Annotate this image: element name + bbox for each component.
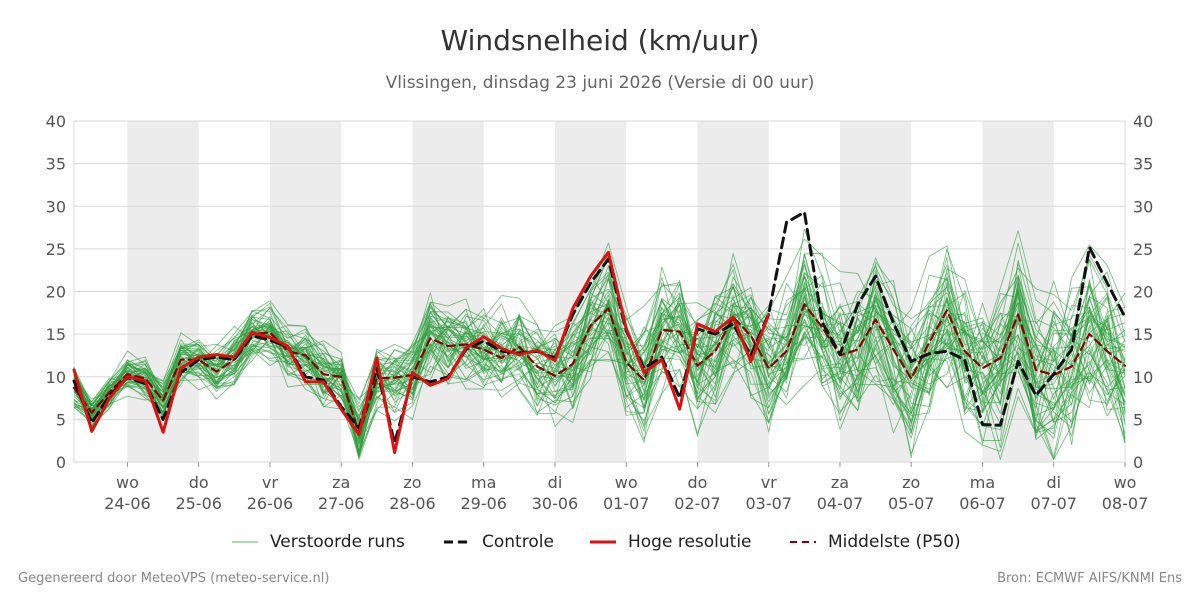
chart-title: Windsnelheid (km/uur) — [440, 24, 760, 57]
ensemble-member-line — [73, 238, 1126, 440]
x-tick-date: 25-06 — [175, 494, 222, 513]
x-tick-date: 03-07 — [745, 494, 792, 513]
ensemble-member-line — [73, 245, 1126, 424]
x-tick-date: 30-06 — [532, 494, 579, 513]
x-tick-day: ma — [970, 473, 995, 492]
x-tick-date: 08-07 — [1102, 494, 1149, 513]
ensemble-member-line — [73, 295, 1126, 457]
x-tick-day: za — [831, 473, 849, 492]
y-tick-label: 0 — [56, 453, 66, 472]
legend-swatch-median — [790, 541, 816, 543]
legend-swatch-ensemble — [232, 541, 258, 543]
y-tick-label: 40 — [1133, 112, 1153, 131]
ensemble-member-line — [73, 275, 1126, 422]
y-tick-label: 0 — [1133, 453, 1143, 472]
x-tick-date: 07-07 — [1030, 494, 1077, 513]
legend-label-control: Controle — [482, 532, 554, 552]
ensemble-member-line — [73, 249, 1126, 451]
y-tick-label: 25 — [1133, 240, 1153, 259]
x-tick-date: 29-06 — [460, 494, 507, 513]
x-tick-day: do — [687, 473, 707, 492]
y-tick-label: 40 — [46, 112, 66, 131]
y-tick-label: 5 — [1133, 410, 1143, 429]
x-tick-day: wo — [615, 473, 638, 492]
ensemble-member-line — [73, 259, 1126, 432]
legend-item-median: Middelste (P50) — [790, 529, 961, 555]
x-tick-day: za — [332, 473, 350, 492]
y-tick-label: 5 — [56, 410, 66, 429]
y-axis-left: 0 5 10 15 20 25 30 35 40 — [46, 112, 66, 472]
legend-label-ensemble: Verstoorde runs — [270, 532, 405, 552]
x-tick-date: 27-06 — [318, 494, 365, 513]
x-tick-day: vr — [262, 473, 278, 492]
y-tick-label: 10 — [1133, 368, 1153, 387]
x-tick-date: 24-06 — [104, 494, 151, 513]
x-axis: wo 24-06 do 25-06 vr 26-06 za 27-06 zo 28-06 ma 29-… — [104, 462, 1148, 513]
x-tick-date: 02-07 — [674, 494, 721, 513]
y-tick-label: 20 — [1133, 283, 1153, 302]
y-tick-label: 25 — [46, 240, 66, 259]
y-tick-label: 10 — [46, 368, 66, 387]
main-series — [72, 210, 1127, 455]
y-axis-right: 0 5 10 15 20 25 30 35 40 — [1133, 112, 1153, 472]
x-tick-date: 01-07 — [603, 494, 650, 513]
x-tick-day: do — [189, 473, 209, 492]
y-tick-label: 15 — [46, 325, 66, 344]
y-tick-label: 35 — [1133, 155, 1153, 174]
x-tick-date: 04-07 — [817, 494, 864, 513]
ensemble-member-line — [73, 228, 1126, 460]
x-tick-day: wo — [116, 473, 139, 492]
x-tick-date: 28-06 — [389, 494, 436, 513]
legend-item-hires: Hoge resolutie — [590, 529, 752, 555]
x-tick-day: ma — [471, 473, 496, 492]
legend-swatch-control — [444, 540, 470, 544]
x-tick-day: vr — [761, 473, 777, 492]
y-tick-label: 15 — [1133, 325, 1153, 344]
legend: Verstoorde runs Controle Hoge resolutie … — [0, 529, 1200, 555]
x-tick-day: wo — [1114, 473, 1137, 492]
y-tick-label: 30 — [46, 197, 66, 216]
x-tick-date: 06-07 — [959, 494, 1006, 513]
series-line-hires — [72, 250, 771, 455]
x-tick-date: 26-06 — [247, 494, 294, 513]
x-tick-day: zo — [902, 473, 920, 492]
legend-item-ensemble: Verstoorde runs — [232, 529, 405, 555]
x-tick-day: di — [1046, 473, 1061, 492]
chart-subtitle: Vlissingen, dinsdag 23 juni 2026 (Versie… — [385, 73, 815, 93]
legend-label-hires: Hoge resolutie — [628, 532, 752, 552]
legend-label-median: Middelste (P50) — [828, 532, 961, 552]
legend-item-control: Controle — [444, 529, 554, 555]
legend-swatch-hires — [590, 540, 616, 544]
ensemble-member-line — [73, 286, 1126, 445]
y-tick-label: 30 — [1133, 197, 1153, 216]
x-tick-day: zo — [403, 473, 421, 492]
footer-source: Bron: ECMWF AIFS/KNMI Ens — [997, 571, 1182, 586]
x-tick-date: 05-07 — [888, 494, 935, 513]
series-line-control — [72, 210, 1127, 445]
y-tick-label: 35 — [46, 155, 66, 174]
y-tick-label: 20 — [46, 283, 66, 302]
ensemble-member-line — [73, 284, 1126, 458]
chart-plot: 0 5 10 15 20 25 30 35 40 0 5 10 15 20 25 30 35 40 wo 24-0… — [46, 112, 1154, 513]
x-tick-day: di — [548, 473, 563, 492]
footer-generator: Gegenereerd door MeteoVPS (meteo-service… — [18, 571, 330, 586]
